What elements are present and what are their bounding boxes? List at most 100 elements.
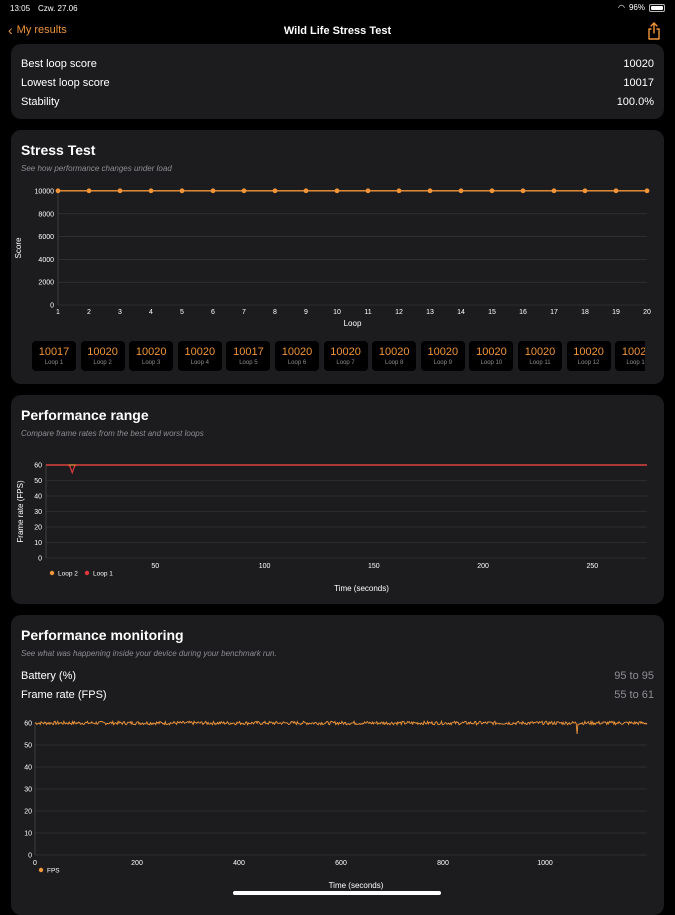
- loop-chip[interactable]: 10020 Loop 10: [469, 341, 513, 371]
- fps-series-line: [46, 465, 647, 473]
- score-point: [366, 188, 371, 193]
- x-tick-label: 14: [457, 309, 465, 316]
- y-tick-label: 10: [24, 831, 32, 838]
- loop-chip-score: 10020: [178, 346, 222, 358]
- loop-chip-score: 10020: [567, 346, 611, 358]
- monitor-row-fps: Frame rate (FPS) 55 to 61: [21, 689, 654, 701]
- score-point: [428, 188, 433, 193]
- monitor-label: Battery (%): [21, 670, 76, 682]
- x-tick-label: 200: [477, 563, 489, 570]
- x-tick-label: 400: [233, 860, 245, 867]
- x-tick-label: 250: [587, 563, 599, 570]
- y-axis-label: Frame rate (FPS): [16, 480, 25, 543]
- monitor-label: Frame rate (FPS): [21, 689, 107, 701]
- legend-marker: [85, 571, 89, 575]
- score-point: [459, 188, 464, 193]
- x-tick-label: 4: [149, 309, 153, 316]
- x-tick-label: 6: [211, 309, 215, 316]
- page-title: Wild Life Stress Test: [0, 25, 675, 37]
- y-tick-label: 0: [50, 303, 54, 310]
- x-tick-label: 100: [259, 563, 271, 570]
- score-point: [149, 188, 154, 193]
- performance-monitoring-subtitle: See what was happening inside your devic…: [21, 649, 277, 658]
- score-point: [583, 188, 588, 193]
- x-tick-label: 13: [426, 309, 434, 316]
- y-tick-label: 10000: [35, 189, 55, 196]
- y-tick-label: 20: [34, 525, 42, 532]
- x-tick-label: 5: [180, 309, 184, 316]
- summary-label: Lowest loop score: [21, 77, 110, 89]
- x-tick-label: 1000: [537, 860, 553, 867]
- status-right: ◠ 96%: [618, 3, 665, 12]
- x-tick-label: 150: [368, 563, 380, 570]
- y-tick-label: 6000: [38, 234, 54, 241]
- wifi-icon: ◠: [618, 3, 625, 12]
- score-point: [211, 188, 216, 193]
- y-tick-label: 2000: [38, 280, 54, 287]
- y-tick-label: 10: [34, 540, 42, 547]
- share-icon[interactable]: [647, 22, 661, 40]
- loop-chip-label: Loop 5: [226, 360, 270, 366]
- score-point: [56, 188, 61, 193]
- summary-card: Best loop score 10020 Lowest loop score …: [11, 44, 664, 119]
- loop-chip-score: 10020: [469, 346, 513, 358]
- summary-label: Stability: [21, 96, 60, 108]
- x-tick-label: 600: [335, 860, 347, 867]
- summary-label: Best loop score: [21, 58, 97, 70]
- status-bar: 13:05 Czw. 27.06 ◠ 96%: [0, 0, 675, 16]
- score-point: [118, 188, 123, 193]
- score-point: [242, 188, 247, 193]
- x-tick-label: 9: [304, 309, 308, 316]
- score-point: [521, 188, 526, 193]
- y-tick-label: 30: [24, 787, 32, 794]
- stress-test-subtitle: See how performance changes under load: [21, 164, 172, 173]
- loop-chip-score: 10020: [518, 346, 562, 358]
- summary-row-best: Best loop score 10020: [21, 58, 654, 70]
- x-tick-label: 800: [437, 860, 449, 867]
- score-point: [614, 188, 619, 193]
- loop-chip-label: Loop 9: [421, 360, 465, 366]
- x-tick-label: 10: [333, 309, 341, 316]
- loop-chip-score: 10020: [372, 346, 416, 358]
- home-indicator: [233, 891, 441, 895]
- score-point: [180, 188, 185, 193]
- performance-range-title: Performance range: [21, 407, 149, 423]
- y-tick-label: 0: [38, 556, 42, 563]
- summary-row-lowest: Lowest loop score 10017: [21, 77, 654, 89]
- y-tick-label: 60: [34, 463, 42, 470]
- legend-marker: [39, 868, 43, 872]
- loop-chip-score: 10020: [275, 346, 319, 358]
- summary-row-stability: Stability 100.0%: [21, 96, 654, 108]
- legend-label: Loop 1: [93, 571, 113, 578]
- loop-chip-label: Loop 2: [81, 360, 125, 366]
- loop-chip-score: 10020: [129, 346, 173, 358]
- y-tick-label: 20: [24, 809, 32, 816]
- score-point: [645, 188, 650, 193]
- loop-chip-score: 10020: [324, 346, 368, 358]
- y-axis-label: Score: [14, 237, 23, 258]
- y-tick-label: 50: [34, 478, 42, 485]
- loop-chip-label: Loop 1: [32, 360, 76, 366]
- monitor-row-battery: Battery (%) 95 to 95: [21, 670, 654, 682]
- x-tick-label: 2: [87, 309, 91, 316]
- x-tick-label: 0: [33, 860, 37, 867]
- score-point: [304, 188, 309, 193]
- x-tick-label: 18: [581, 309, 589, 316]
- summary-value: 10017: [623, 77, 654, 89]
- loop-chip-label: Loop 10: [469, 360, 513, 366]
